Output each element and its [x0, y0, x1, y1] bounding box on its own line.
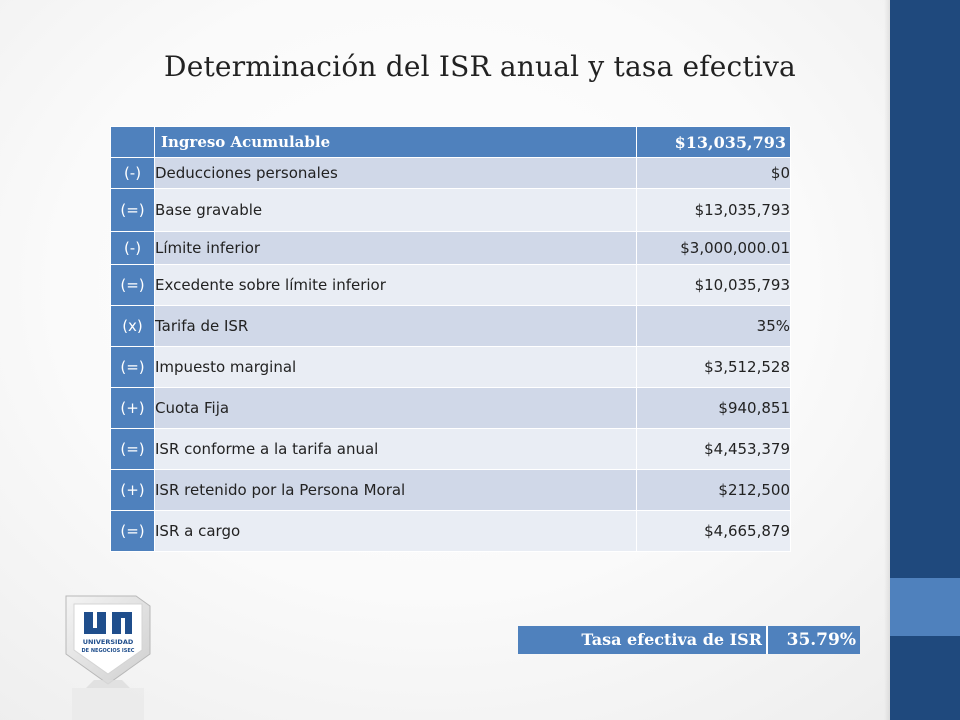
isr-calculation-table: Ingreso Acumulable $13,035,793 (-) Deduc… — [110, 126, 791, 552]
row-amount: $940,851 — [636, 387, 791, 429]
header-amount-cell: $13,035,793 — [636, 126, 791, 158]
header-operator-cell — [110, 126, 155, 158]
table-row: (=) Excedente sobre límite inferior $10,… — [110, 264, 791, 306]
row-operator: (x) — [110, 305, 155, 347]
row-label: Cuota Fija — [154, 387, 637, 429]
header-label-cell: Ingreso Acumulable — [154, 126, 637, 158]
row-amount: $0 — [636, 157, 791, 189]
row-operator: (+) — [110, 387, 155, 429]
row-amount: $4,665,879 — [636, 510, 791, 552]
row-amount: $3,000,000.01 — [636, 231, 791, 265]
row-label: Base gravable — [154, 188, 637, 232]
table-row: (=) ISR a cargo $4,665,879 — [110, 510, 791, 552]
row-amount: 35% — [636, 305, 791, 347]
table-row: (=) Impuesto marginal $3,512,528 — [110, 346, 791, 388]
slide-title: Determinación del ISR anual y tasa efect… — [164, 50, 796, 83]
effective-rate-value: 35.79% — [768, 626, 860, 654]
logo-text-line2: DE NEGOCIOS ISEC — [82, 648, 135, 654]
table-row: (x) Tarifa de ISR 35% — [110, 305, 791, 347]
sidebar-accent-block — [890, 578, 960, 636]
row-operator: (-) — [110, 231, 155, 265]
table-row: (=) ISR conforme a la tarifa anual $4,45… — [110, 428, 791, 470]
row-label: Tarifa de ISR — [154, 305, 637, 347]
table-row: (-) Límite inferior $3,000,000.01 — [110, 231, 791, 265]
row-amount: $212,500 — [636, 469, 791, 511]
row-operator: (=) — [110, 346, 155, 388]
row-operator: (=) — [110, 510, 155, 552]
table-header-row: Ingreso Acumulable $13,035,793 — [110, 126, 791, 158]
row-operator: (=) — [110, 428, 155, 470]
row-label: Impuesto marginal — [154, 346, 637, 388]
row-label: ISR retenido por la Persona Moral — [154, 469, 637, 511]
row-operator: (-) — [110, 157, 155, 189]
logo-text-line1: UNIVERSIDAD — [83, 638, 134, 646]
table-row: (+) ISR retenido por la Persona Moral $2… — [110, 469, 791, 511]
row-operator: (=) — [110, 188, 155, 232]
row-operator: (+) — [110, 469, 155, 511]
row-label: ISR a cargo — [154, 510, 637, 552]
university-logo-icon: UNIVERSIDAD DE NEGOCIOS ISEC — [65, 595, 151, 720]
table-row: (+) Cuota Fija $940,851 — [110, 387, 791, 429]
table-row: (-) Deducciones personales $0 — [110, 157, 791, 189]
row-operator: (=) — [110, 264, 155, 306]
row-label: Deducciones personales — [154, 157, 637, 189]
row-amount: $10,035,793 — [636, 264, 791, 306]
row-label: Excedente sobre límite inferior — [154, 264, 637, 306]
row-label: ISR conforme a la tarifa anual — [154, 428, 637, 470]
row-amount: $13,035,793 — [636, 188, 791, 232]
table-row: (=) Base gravable $13,035,793 — [110, 188, 791, 232]
effective-rate-label: Tasa efectiva de ISR — [518, 626, 768, 654]
row-label: Límite inferior — [154, 231, 637, 265]
row-amount: $3,512,528 — [636, 346, 791, 388]
row-amount: $4,453,379 — [636, 428, 791, 470]
effective-rate-box: Tasa efectiva de ISR 35.79% — [518, 626, 860, 654]
